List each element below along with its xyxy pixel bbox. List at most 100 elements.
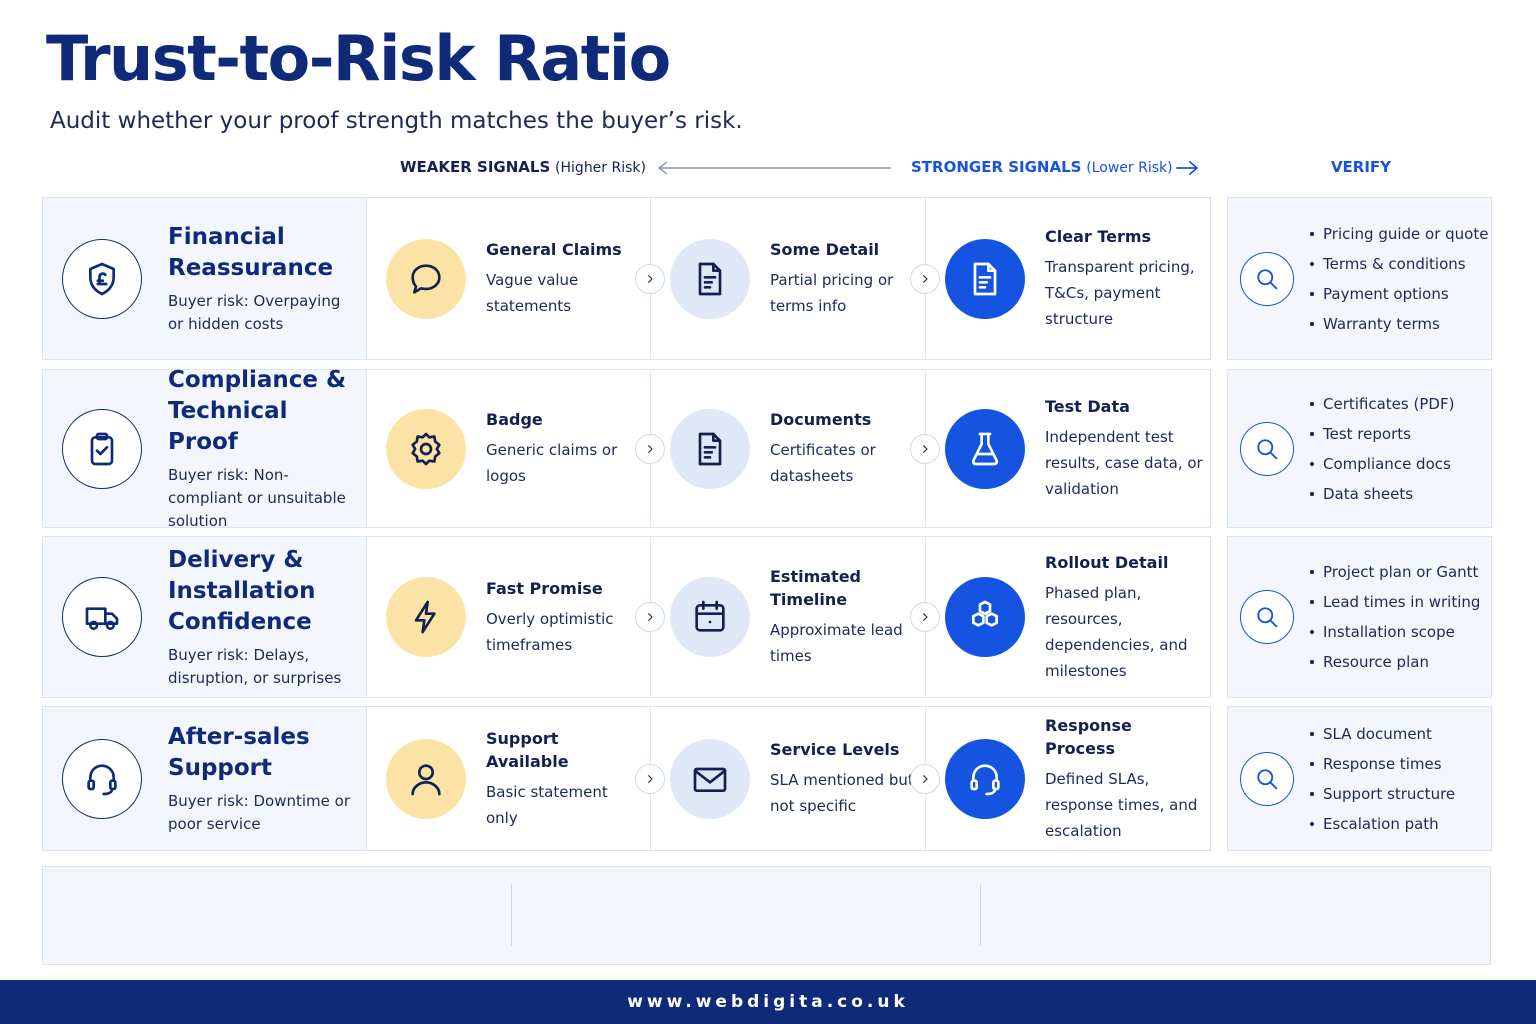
signal-text: Some Detail Partial pricing or terms info (770, 197, 919, 360)
icon-glyph (648, 444, 653, 453)
topic-text: Compliance & Technical Proof Buyer risk: … (168, 367, 358, 530)
signal-title: Estimated Timeline (770, 567, 862, 609)
bullet (1310, 291, 1314, 296)
divider (980, 884, 981, 946)
verify-item: Escalation path (1323, 814, 1439, 833)
verify-label: VERIFY (1330, 158, 1392, 176)
verify-item: Pricing guide or quote (1323, 224, 1489, 243)
bullet (1310, 660, 1314, 664)
icon (635, 263, 665, 294)
signal-text: Service Levels SLA mentioned but not spec… (770, 706, 919, 851)
signal-desc: Approximate lead times (770, 621, 903, 665)
verify-item: Warranty terms (1323, 314, 1440, 333)
bullet (1310, 630, 1314, 634)
icon-glyph (1257, 768, 1278, 789)
icon (386, 577, 466, 657)
icon (386, 408, 466, 489)
icon-glyph (973, 262, 997, 295)
icon-glyph (85, 607, 119, 630)
signal-text: Support Available Basic statement only (486, 706, 644, 851)
signal-desc: Overly optimistic timeframes (486, 609, 614, 654)
bullet (1310, 791, 1314, 796)
topic-title: Compliance & Technical Proof (168, 366, 347, 455)
icon (945, 408, 1025, 489)
scale-arrow (657, 161, 891, 175)
icon (945, 738, 1025, 819)
signal-desc: Generic claims or logos (486, 441, 618, 485)
bullet (1310, 321, 1314, 326)
icon (62, 408, 142, 489)
verify-item: Data sheets (1323, 484, 1414, 503)
stronger-arrow (1176, 161, 1198, 175)
bullet (1310, 431, 1314, 436)
icon-glyph (923, 774, 928, 783)
icon (62, 738, 142, 819)
weaker-label: WEAKER SIGNALS (400, 158, 551, 176)
icon (670, 408, 750, 489)
signal-text: Rollout Detail Phased plan, resources, de… (1045, 536, 1204, 698)
icon (910, 263, 940, 294)
icon (945, 238, 1025, 319)
icon-glyph (648, 274, 653, 283)
verify-item: Support structure (1323, 784, 1456, 803)
icon (1240, 251, 1294, 306)
verify-item: Resource plan (1323, 653, 1429, 671)
signal-title: Documents (770, 410, 872, 429)
signal-desc: Basic statement only (486, 782, 608, 827)
weaker-scale: WEAKER SIGNALS (Higher Risk) (400, 158, 646, 176)
signal-desc: Partial pricing or terms info (770, 271, 894, 315)
icon-glyph (923, 274, 928, 283)
icon-glyph (693, 767, 727, 792)
icon-glyph (972, 600, 998, 627)
bullet (1310, 731, 1314, 736)
icon (1240, 590, 1294, 644)
verify-item: Project plan or Gantt (1323, 563, 1479, 581)
icon-glyph (411, 432, 441, 465)
topic-title: After-sales Support (168, 723, 310, 781)
signal-desc: Defined SLAs, response times, and escala… (1045, 769, 1198, 840)
verify-item: Certificates (PDF) (1323, 394, 1455, 413)
signal-text: Documents Certificates or datasheets (770, 369, 919, 528)
signal-text: Badge Generic claims or logos (486, 369, 644, 528)
signal-title: Rollout Detail (1045, 552, 1169, 572)
signal-title: Test Data (1045, 397, 1130, 416)
buyer-risk: Buyer risk: Downtime or poor service (168, 791, 350, 833)
stronger-label: STRONGER SIGNALS (911, 158, 1082, 176)
signal-title: Clear Terms (1045, 227, 1152, 246)
buyer-risk: Buyer risk: Overpaying or hidden costs (168, 291, 341, 333)
icon-glyph (414, 600, 436, 634)
icon-glyph (970, 763, 1000, 795)
icon-glyph (971, 432, 999, 465)
icon-glyph (1257, 607, 1278, 628)
icon (635, 433, 665, 464)
icon (1240, 751, 1294, 806)
bullet (1310, 821, 1314, 826)
icon (635, 602, 665, 632)
icon-glyph (1257, 268, 1278, 289)
topic-card (42, 536, 367, 698)
stronger-note: (Lower Risk) (1086, 160, 1173, 176)
signal-desc: Certificates or datasheets (770, 441, 876, 485)
signal-desc: Phased plan, resources, dependencies, an… (1045, 583, 1188, 680)
signal-title: General Claims (486, 240, 622, 259)
icon-glyph (87, 763, 117, 795)
signal-desc: Transparent pricing, T&Cs, payment struc… (1045, 258, 1195, 328)
icon (670, 738, 750, 819)
buyer-risk: Buyer risk: Non-compliant or unsuitable … (168, 465, 346, 530)
stronger-scale: STRONGER SIGNALS (Lower Risk) (911, 158, 1173, 176)
bullet (1310, 761, 1314, 766)
bullet (1310, 600, 1314, 604)
icon-glyph (698, 262, 722, 295)
signal-desc: Vague value statements (486, 271, 579, 315)
signal-text: Estimated Timeline Approximate lead times (770, 536, 919, 698)
signal-title: Service Levels (770, 740, 900, 759)
topic-title: Financial Reassurance (168, 223, 334, 281)
signal-text: Fast Promise Overly optimistic timeframes (486, 536, 644, 698)
icon (635, 763, 665, 794)
icon-glyph (648, 774, 653, 783)
icon (1240, 421, 1294, 476)
signal-text: Clear Terms Transparent pricing, T&Cs, pa… (1045, 197, 1204, 360)
topic-text: Delivery & Installation Confidence Buyer … (168, 536, 358, 698)
icon-glyph (90, 432, 114, 465)
signal-title: Fast Promise (486, 578, 603, 598)
